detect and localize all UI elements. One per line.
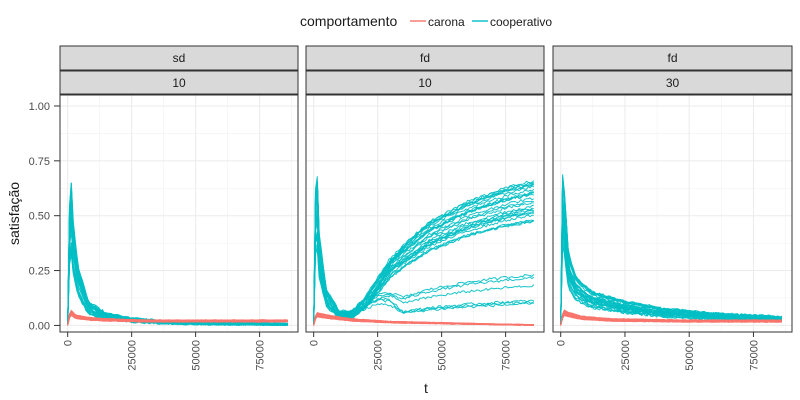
- x-axis-label: t: [424, 380, 428, 396]
- x-tick-label: 0: [309, 340, 321, 346]
- plot-background: [60, 95, 298, 332]
- x-tick-label: 50000: [191, 340, 203, 371]
- y-axis-label: satisfação: [6, 182, 22, 245]
- series-line-cooperativo: [313, 185, 535, 325]
- strip-bottom: [305, 70, 545, 95]
- strip-top: [552, 45, 793, 71]
- strip-top-label: fd: [420, 51, 430, 65]
- y-tick-label: 0.50: [29, 211, 50, 223]
- strip-top-label: fd: [667, 51, 677, 65]
- strip-top: [305, 45, 545, 71]
- panel-border: [552, 94, 793, 333]
- series-line-cooperativo: [560, 210, 783, 326]
- x-tick-label: 0: [556, 340, 568, 346]
- panel-border: [59, 94, 299, 333]
- series-line-carona: [67, 309, 288, 326]
- series-line-cooperativo: [560, 178, 782, 326]
- x-tick-label: 25000: [127, 340, 139, 371]
- legend: comportamento carona cooperativo: [300, 13, 552, 29]
- x-tick-label: 75000: [748, 340, 760, 371]
- legend-label-cooperativo: cooperativo: [490, 15, 552, 29]
- x-tick-label: 50000: [437, 340, 449, 371]
- x-tick-label: 25000: [620, 340, 632, 371]
- strip-bottom: [552, 70, 793, 95]
- series-line-cooperativo: [313, 181, 534, 325]
- strip-bottom: [59, 70, 299, 95]
- y-tick-label: 1.00: [29, 101, 50, 113]
- legend-label-carona: carona: [428, 15, 465, 29]
- series-line-carona: [560, 309, 782, 326]
- series-line-carona: [313, 312, 534, 326]
- strip-top: [59, 45, 299, 71]
- strip-top-label: sd: [173, 51, 186, 65]
- plot-background: [306, 95, 544, 332]
- x-tick-label: 0: [63, 340, 75, 346]
- x-tick-label: 75000: [255, 340, 267, 371]
- panel-1: sd 10 0 25000 50000 75000: [59, 45, 299, 371]
- series-line-carona: [560, 314, 782, 326]
- strip-bottom-label: 30: [666, 76, 680, 90]
- y-tick-label: 0.00: [29, 320, 50, 332]
- series-line-carona: [67, 313, 288, 326]
- y-tick-label: 0.75: [29, 156, 50, 168]
- panel-2: fd 10 0 25000 50000 75000: [305, 45, 545, 371]
- series-line-cooperativo: [313, 184, 534, 325]
- panel-3: fd 30 0 25000 50000 75000: [552, 45, 793, 371]
- legend-title: comportamento: [300, 13, 397, 29]
- x-tick-label: 50000: [684, 340, 696, 371]
- strip-bottom-label: 10: [172, 76, 186, 90]
- x-tick-label: 75000: [501, 340, 513, 371]
- y-tick-label: 0.25: [29, 266, 50, 278]
- panel-border: [305, 94, 545, 333]
- x-tick-label: 25000: [373, 340, 385, 371]
- series-line-cooperativo: [313, 204, 534, 326]
- strip-bottom-label: 10: [418, 76, 432, 90]
